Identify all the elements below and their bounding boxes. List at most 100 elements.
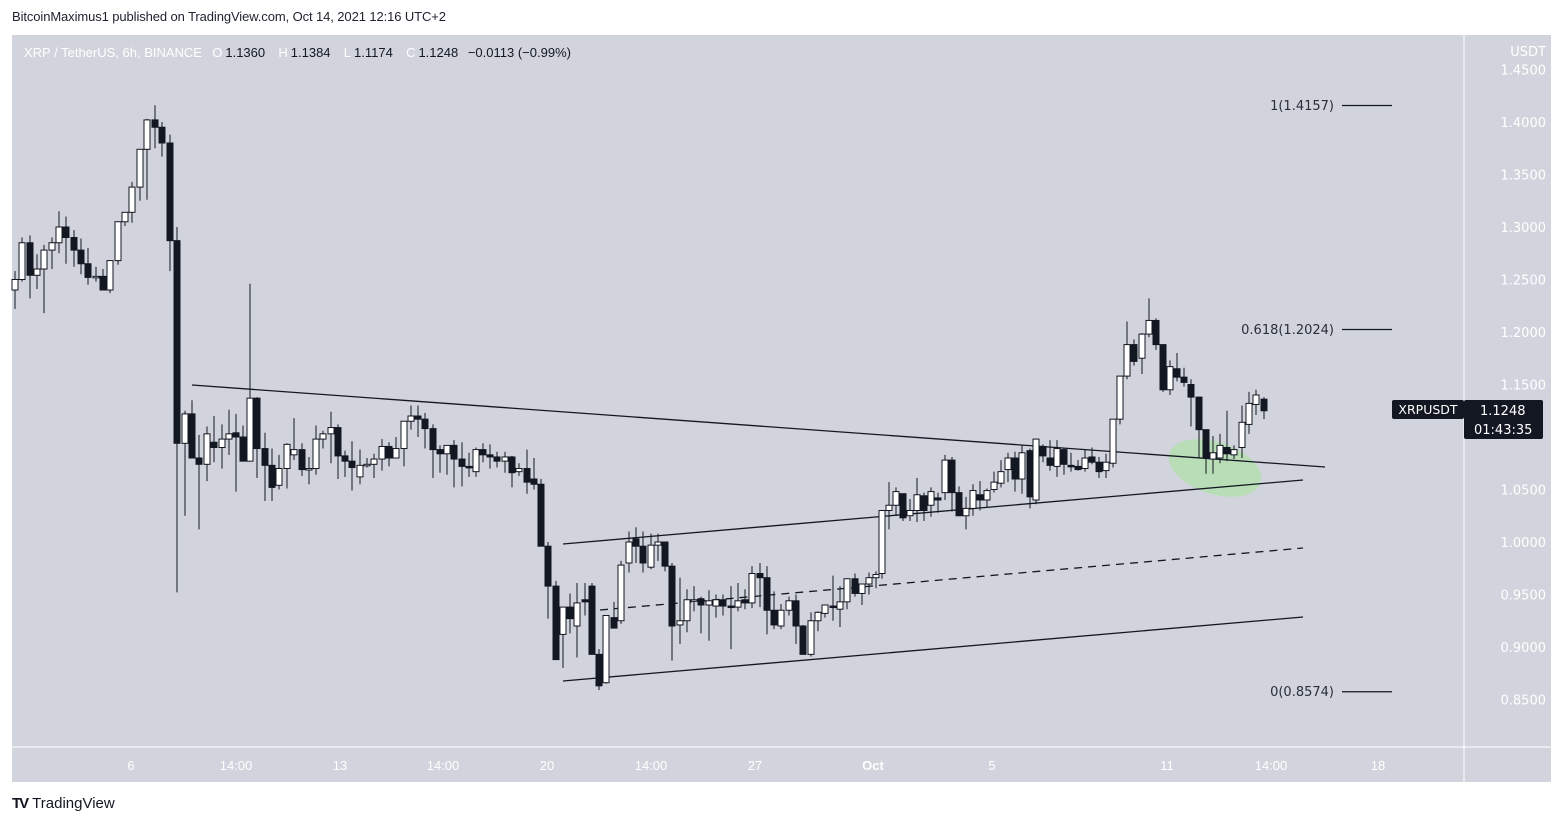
- candle-up: [1102, 461, 1110, 472]
- candle-up: [734, 600, 742, 608]
- candle-up: [777, 609, 785, 627]
- trendline-descending-resistance[interactable]: [191, 384, 1326, 468]
- candle-down: [1011, 457, 1019, 480]
- candle-up: [92, 275, 100, 279]
- candle-up: [814, 611, 822, 622]
- candle-down: [414, 415, 422, 420]
- candle-down: [851, 578, 859, 594]
- candle-down: [639, 545, 647, 564]
- candle-down: [1152, 319, 1160, 346]
- candle-down: [661, 541, 669, 567]
- candle-down: [523, 468, 531, 483]
- candle-down: [334, 427, 342, 457]
- candle-down: [84, 263, 92, 278]
- candle-up: [246, 397, 254, 462]
- bar-countdown: 01:43:35: [1474, 423, 1532, 438]
- candle-up: [617, 564, 625, 622]
- candle-up: [712, 599, 720, 607]
- candle-up: [40, 249, 48, 270]
- candle-down: [151, 119, 159, 128]
- candle-up: [559, 606, 567, 635]
- candle-down: [166, 142, 174, 242]
- candle-up: [941, 459, 949, 494]
- time-axis-tick: 14:00: [635, 758, 668, 773]
- low-value: 1.1174: [354, 45, 393, 60]
- candle-up: [1209, 452, 1217, 460]
- candle-down: [158, 126, 166, 144]
- candle-down: [1223, 447, 1231, 455]
- low-label: L: [343, 45, 352, 60]
- candle-down: [668, 565, 676, 627]
- candle-up: [573, 602, 581, 627]
- candle-up: [275, 468, 283, 486]
- candle-up: [319, 433, 327, 440]
- candle-up: [821, 604, 829, 614]
- candle-down: [1074, 465, 1082, 471]
- time-axis-tick: 27: [748, 758, 762, 773]
- candle-down: [595, 653, 603, 687]
- candle-down: [632, 538, 640, 547]
- candle-down: [1060, 449, 1068, 465]
- candle-down: [1159, 344, 1167, 391]
- candle-down: [436, 449, 444, 455]
- time-axis-tick: 5: [988, 758, 995, 773]
- candle-down: [348, 460, 356, 468]
- candle-up: [1004, 457, 1012, 471]
- price-axis-tick: 0.9500: [1501, 589, 1547, 604]
- candle-up: [181, 413, 189, 444]
- candle-up: [647, 544, 655, 568]
- candle-up: [1245, 402, 1253, 425]
- candle-up: [602, 615, 610, 684]
- candle-down: [770, 609, 778, 626]
- symbol-name[interactable]: XRP / TetherUS, 6h, BINANCE: [24, 45, 202, 60]
- candle-down: [253, 397, 261, 450]
- candle-up: [878, 510, 886, 574]
- candle-up: [407, 415, 415, 422]
- candle-down: [610, 617, 618, 629]
- change-value: −0.0113 (−0.99%): [467, 45, 571, 60]
- candle-up: [378, 445, 386, 460]
- candle-up: [927, 491, 935, 506]
- candle-down: [1088, 456, 1096, 463]
- candle-down: [99, 275, 107, 291]
- candle-down: [552, 585, 560, 661]
- candle-up: [225, 433, 233, 440]
- candle-up: [1123, 344, 1131, 377]
- time-axis-tick: 14:00: [427, 758, 460, 773]
- candle-up: [705, 600, 713, 606]
- tradingview-logo-icon[interactable]: TV: [12, 795, 29, 812]
- candle-up: [969, 490, 977, 509]
- price-axis-tick: 1.2000: [1501, 326, 1547, 341]
- candle-down: [1180, 376, 1188, 383]
- candle-down: [1026, 450, 1034, 498]
- trendline-channel-mid[interactable]: [599, 547, 1304, 611]
- candle-down: [173, 240, 181, 444]
- candle-down: [566, 606, 574, 620]
- candle-down: [719, 599, 727, 607]
- candle-up: [1166, 366, 1174, 391]
- candle-down: [1187, 384, 1195, 398]
- candle-up: [400, 420, 408, 450]
- candle-down: [77, 249, 85, 265]
- trendline-channel-upper[interactable]: [562, 479, 1304, 545]
- candle-down: [508, 456, 516, 474]
- support-retest-highlight: [1168, 439, 1262, 497]
- candle-down: [458, 458, 466, 467]
- candle-up: [501, 456, 509, 462]
- candle-down: [465, 465, 473, 469]
- candle-up: [654, 541, 662, 546]
- trendline-channel-lower[interactable]: [562, 616, 1304, 682]
- candle-down: [1039, 445, 1047, 457]
- time-axis-tick: 13: [333, 758, 347, 773]
- price-axis-tick: 1.4000: [1501, 116, 1547, 131]
- candle-down: [385, 445, 393, 459]
- candle-up: [906, 510, 914, 517]
- brand-name[interactable]: TradingView: [32, 795, 115, 812]
- candle-up: [370, 458, 378, 465]
- candle-down: [537, 483, 545, 547]
- candle-up: [872, 574, 880, 579]
- candle-up: [1116, 375, 1124, 420]
- price-axis-tick: 1.3000: [1501, 221, 1547, 236]
- candle-up: [843, 578, 851, 603]
